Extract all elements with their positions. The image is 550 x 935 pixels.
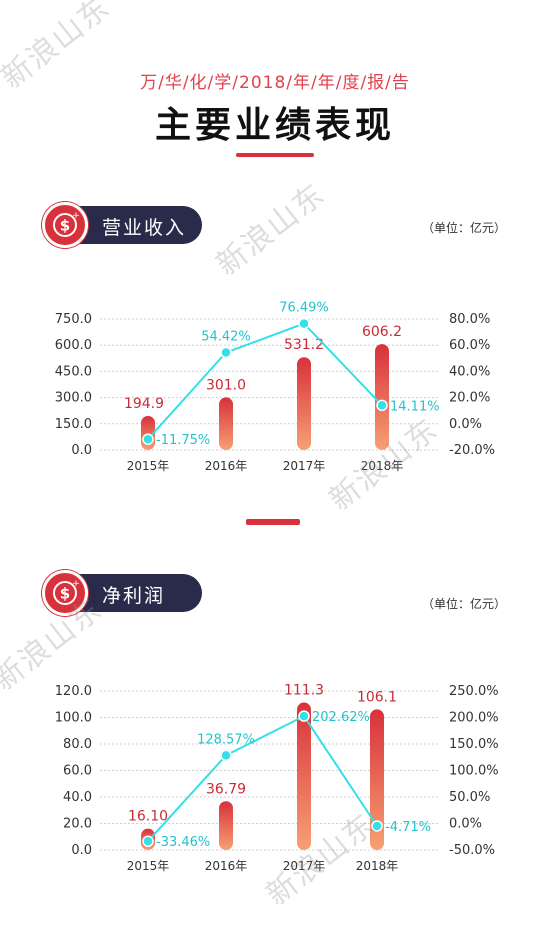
growth-point — [298, 317, 310, 330]
bar — [297, 702, 311, 850]
y-right-tick-label: 0.0% — [449, 817, 482, 832]
growth-value-label: 54.42% — [201, 330, 251, 345]
x-tick-label: 2018年 — [361, 459, 404, 473]
svg-text:$: $ — [60, 217, 70, 235]
growth-value-label: 14.11% — [390, 399, 440, 414]
bar-value-label: 194.9 — [124, 396, 164, 412]
svg-text:$: $ — [60, 585, 70, 603]
y-right-tick-label: 60.0% — [449, 338, 490, 353]
x-tick-label: 2015年 — [127, 859, 170, 873]
bar-value-label: 16.10 — [128, 809, 168, 825]
bar-value-label: 111.3 — [284, 683, 324, 699]
bar-value-label: 531.2 — [284, 337, 324, 353]
y-tick-label: 150.0 — [55, 417, 92, 432]
watermark-2: 新浪山东 — [209, 176, 333, 283]
y-tick-label: 20.0 — [63, 817, 92, 832]
y-right-tick-label: 20.0% — [449, 391, 490, 406]
growth-value-label: -33.46% — [156, 835, 210, 850]
bar — [219, 801, 233, 850]
x-tick-label: 2017年 — [283, 859, 326, 873]
section-label-revenue: 营业收入 — [102, 217, 187, 239]
bar — [219, 397, 233, 450]
growth-point — [142, 835, 154, 847]
report-subtitle: 万/华/化/学/2018/年/年/度/报/告 — [140, 73, 410, 93]
y-tick-label: 40.0 — [63, 790, 92, 805]
svg-text:+: + — [72, 579, 80, 589]
y-right-tick-label: 80.0% — [449, 312, 490, 327]
growth-point — [298, 710, 310, 722]
growth-line — [147, 714, 378, 842]
y-tick-label: 100.0 — [55, 711, 92, 726]
y-right-tick-label: -20.0% — [449, 443, 495, 458]
y-tick-label: 600.0 — [55, 338, 92, 353]
bar — [297, 357, 311, 450]
x-tick-label: 2016年 — [205, 859, 248, 873]
section-divider — [246, 519, 300, 525]
growth-point — [376, 399, 388, 412]
growth-value-label: -4.71% — [385, 820, 431, 835]
bar-value-label: 106.1 — [357, 689, 397, 705]
svg-text:+: + — [72, 211, 80, 221]
unit-label-revenue: （单位：亿元） — [422, 221, 507, 235]
bar-value-label: 301.0 — [206, 377, 246, 393]
page-title: 主要业绩表现 — [154, 105, 395, 146]
unit-label-profit: （单位：亿元） — [422, 597, 507, 611]
y-right-tick-label: 40.0% — [449, 364, 490, 379]
y-tick-label: 60.0 — [63, 764, 92, 779]
revenue-chart: 750.0 80.0% 600.0 60.0% 450.0 40.0% 300.0 20.0%… — [55, 301, 495, 473]
y-tick-label: 120.0 — [55, 684, 92, 699]
y-tick-label: 0.0 — [71, 443, 92, 458]
growth-point — [142, 433, 154, 445]
y-right-tick-label: 100.0% — [449, 764, 499, 779]
dollar-icon: $ + — [42, 202, 88, 248]
growth-point — [220, 346, 232, 359]
y-right-tick-label: -50.0% — [449, 843, 495, 858]
y-right-tick-label: 250.0% — [449, 684, 499, 699]
y-tick-label: 80.0 — [63, 737, 92, 752]
title-underline — [236, 153, 314, 157]
dollar-icon: $ + — [42, 570, 88, 616]
x-tick-label: 2016年 — [205, 459, 248, 473]
growth-value-label: 128.57% — [197, 732, 255, 747]
bar-value-label: 36.79 — [206, 781, 246, 797]
growth-value-label: -11.75% — [156, 433, 210, 448]
y-right-tick-label: 200.0% — [449, 711, 499, 726]
x-tick-label: 2017年 — [283, 459, 326, 473]
growth-point — [220, 749, 232, 762]
x-tick-label: 2015年 — [127, 459, 170, 473]
bar-value-label: 606.2 — [362, 324, 402, 340]
y-tick-label: 450.0 — [55, 364, 92, 379]
x-tick-label: 2018年 — [356, 859, 399, 873]
y-tick-label: 0.0 — [71, 843, 92, 858]
growth-value-label: 202.62% — [312, 710, 370, 725]
section-label-profit: 净利润 — [102, 585, 166, 607]
growth-point — [371, 820, 383, 832]
bar — [370, 709, 384, 850]
y-right-tick-label: 0.0% — [449, 417, 482, 432]
y-tick-label: 750.0 — [55, 312, 92, 327]
growth-value-label: 76.49% — [279, 301, 329, 316]
profit-chart: 120.0 250.0% 100.0 200.0% 80.0 150.0% 60.0 100.… — [55, 683, 499, 873]
y-right-tick-label: 50.0% — [449, 790, 490, 805]
growth-line — [147, 322, 383, 440]
bar — [375, 344, 389, 450]
y-tick-label: 300.0 — [55, 391, 92, 406]
y-right-tick-label: 150.0% — [449, 737, 499, 752]
